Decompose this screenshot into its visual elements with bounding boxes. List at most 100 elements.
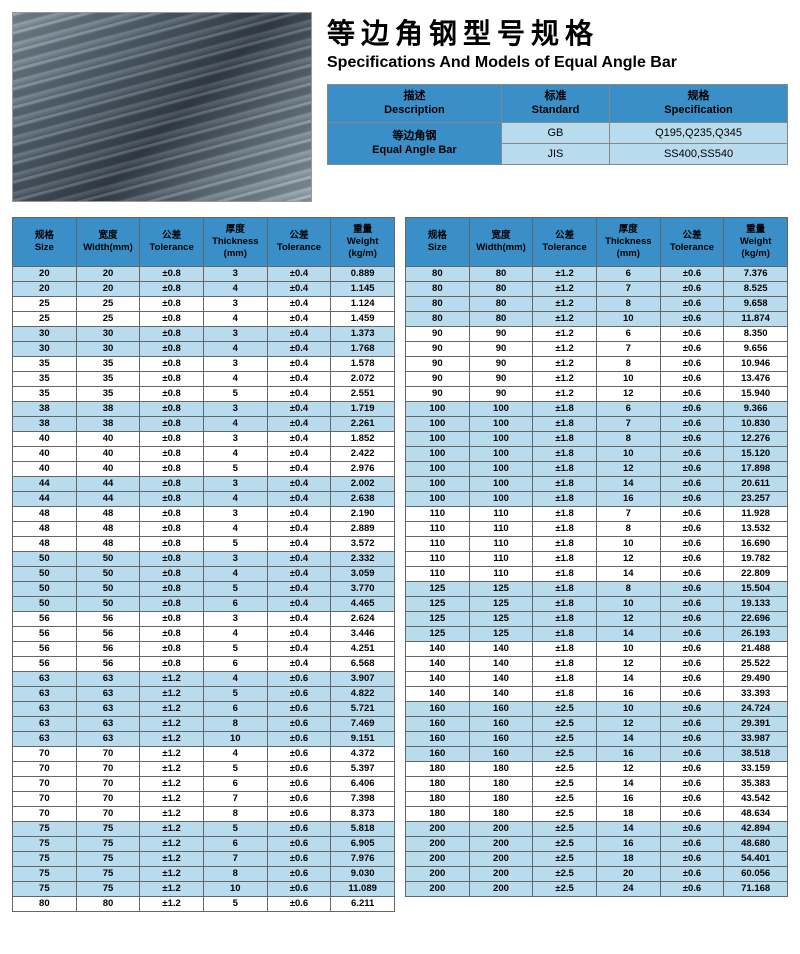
table-cell: 75 xyxy=(76,851,140,866)
table-row: 6363±1.28±0.67.469 xyxy=(13,716,395,731)
table-cell: ±0.6 xyxy=(267,776,331,791)
table-cell: 80 xyxy=(406,311,470,326)
table-cell: 3.907 xyxy=(331,671,395,686)
table-cell: ±0.6 xyxy=(267,851,331,866)
table-cell: 160 xyxy=(469,746,533,761)
table-cell: ±1.8 xyxy=(533,551,597,566)
table-cell: ±0.6 xyxy=(660,326,724,341)
table-cell: ±0.4 xyxy=(267,431,331,446)
table-cell: 125 xyxy=(469,581,533,596)
table-cell: ±1.2 xyxy=(140,716,204,731)
table-cell: ±0.6 xyxy=(660,281,724,296)
table-cell: ±0.6 xyxy=(660,686,724,701)
table-cell: ±0.4 xyxy=(267,476,331,491)
table-cell: ±0.8 xyxy=(140,401,204,416)
table-cell: 7.398 xyxy=(331,791,395,806)
table-cell: ±0.8 xyxy=(140,626,204,641)
right-table-container: 规格Size宽度Width(mm)公差Tolerance厚度Thickness … xyxy=(405,217,788,912)
table-cell: 1.719 xyxy=(331,401,395,416)
table-cell: ±0.4 xyxy=(267,296,331,311)
table-cell: 90 xyxy=(406,386,470,401)
table-cell: 10 xyxy=(596,596,660,611)
table-cell: 5 xyxy=(203,686,267,701)
table-row: 4848±0.84±0.42.889 xyxy=(13,521,395,536)
table-cell: 35 xyxy=(76,371,140,386)
table-row: 180180±2.516±0.643.542 xyxy=(406,791,788,806)
table-cell: ±1.2 xyxy=(533,281,597,296)
table-cell: ±0.6 xyxy=(660,431,724,446)
table-cell: 200 xyxy=(469,821,533,836)
table-cell: 7 xyxy=(596,281,660,296)
table-cell: 5 xyxy=(203,461,267,476)
table-cell: 80 xyxy=(406,266,470,281)
table-cell: 90 xyxy=(469,326,533,341)
table-row: 7070±1.25±0.65.397 xyxy=(13,761,395,776)
table-row: 3535±0.85±0.42.551 xyxy=(13,386,395,401)
table-cell: 200 xyxy=(406,866,470,881)
table-cell: 4 xyxy=(203,746,267,761)
table-cell: ±1.2 xyxy=(140,671,204,686)
table-cell: 24 xyxy=(596,881,660,896)
table-cell: 17.898 xyxy=(724,461,788,476)
table-row: 200200±2.524±0.671.168 xyxy=(406,881,788,896)
table-row: 5050±0.85±0.43.770 xyxy=(13,581,395,596)
table-cell: 14 xyxy=(596,566,660,581)
table-cell: ±0.4 xyxy=(267,461,331,476)
table-row: 3535±0.84±0.42.072 xyxy=(13,371,395,386)
table-cell: ±2.5 xyxy=(533,716,597,731)
table-cell: ±0.4 xyxy=(267,386,331,401)
table-cell: ±0.8 xyxy=(140,476,204,491)
table-cell: 5.397 xyxy=(331,761,395,776)
table-cell: 110 xyxy=(469,506,533,521)
table-cell: ±1.8 xyxy=(533,461,597,476)
table-cell: 75 xyxy=(13,866,77,881)
table-cell: 75 xyxy=(13,836,77,851)
table-cell: 12 xyxy=(596,761,660,776)
table-cell: ±0.6 xyxy=(660,476,724,491)
table-cell: 125 xyxy=(469,596,533,611)
table-cell: ±0.4 xyxy=(267,416,331,431)
table-row: 9090±1.26±0.68.350 xyxy=(406,326,788,341)
table-cell: 9.656 xyxy=(724,341,788,356)
table-cell: 110 xyxy=(406,566,470,581)
table-cell: ±0.8 xyxy=(140,446,204,461)
table-cell: 9.030 xyxy=(331,866,395,881)
table-cell: 12 xyxy=(596,716,660,731)
table-cell: 140 xyxy=(469,656,533,671)
table-cell: ±0.4 xyxy=(267,506,331,521)
table-row: 4040±0.83±0.41.852 xyxy=(13,431,395,446)
spec-header: 规格Size xyxy=(13,218,77,267)
table-row: 2020±0.84±0.41.145 xyxy=(13,281,395,296)
info-table: 描述Description 标准Standard 规格Specification… xyxy=(327,84,788,165)
table-cell: ±0.6 xyxy=(267,866,331,881)
table-row: 100100±1.812±0.617.898 xyxy=(406,461,788,476)
table-cell: 8 xyxy=(596,296,660,311)
table-cell: ±0.6 xyxy=(660,761,724,776)
table-cell: 56 xyxy=(76,626,140,641)
table-row: 125125±1.810±0.619.133 xyxy=(406,596,788,611)
table-cell: 110 xyxy=(406,521,470,536)
table-cell: 3 xyxy=(203,401,267,416)
table-cell: 200 xyxy=(469,836,533,851)
table-cell: ±0.8 xyxy=(140,281,204,296)
table-cell: 50 xyxy=(76,581,140,596)
table-row: 7070±1.24±0.64.372 xyxy=(13,746,395,761)
table-row: 110110±1.87±0.611.928 xyxy=(406,506,788,521)
table-row: 7070±1.28±0.68.373 xyxy=(13,806,395,821)
table-cell: 48 xyxy=(76,536,140,551)
table-cell: ±0.4 xyxy=(267,551,331,566)
table-row: 5656±0.85±0.44.251 xyxy=(13,641,395,656)
table-cell: 7 xyxy=(203,851,267,866)
table-cell: ±0.6 xyxy=(267,896,331,911)
table-cell: 75 xyxy=(76,821,140,836)
table-cell: 56 xyxy=(13,626,77,641)
table-cell: 7 xyxy=(203,791,267,806)
table-cell: 35 xyxy=(13,371,77,386)
table-cell: 2.332 xyxy=(331,551,395,566)
table-cell: 140 xyxy=(406,686,470,701)
table-cell: 110 xyxy=(469,536,533,551)
table-cell: 3 xyxy=(203,326,267,341)
table-row: 5656±0.86±0.46.568 xyxy=(13,656,395,671)
table-cell: 6 xyxy=(203,836,267,851)
table-cell: 20 xyxy=(76,281,140,296)
